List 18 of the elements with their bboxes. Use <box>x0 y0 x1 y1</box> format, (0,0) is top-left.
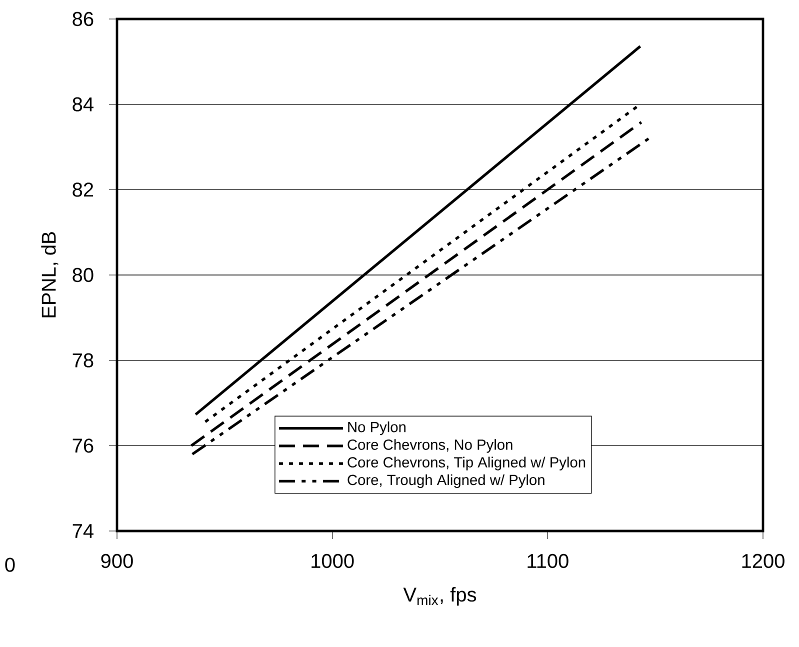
text: 0 <box>5 558 15 572</box>
x-tick-label: 900 <box>101 554 133 568</box>
y-tick-label: 86 <box>72 12 94 26</box>
legend-label: Core Chevrons, Tip Aligned w/ Pylon <box>348 456 586 470</box>
y-tick-label: 80 <box>72 268 94 282</box>
x-tick-label: 1200 <box>742 554 784 568</box>
legend-label: Core, Trough Aligned w/ Pylon <box>348 474 544 488</box>
x-tick-label: 1000 <box>312 554 354 568</box>
x-tick-label: 1100 <box>528 554 568 568</box>
y-axis-title: EPNL, dB <box>41 232 58 318</box>
y-tick-label: 76 <box>72 438 94 453</box>
x-axis-title: V$_{mix}$, fps <box>403 587 476 606</box>
legend-label: No Pylon <box>348 421 406 436</box>
y-tick-label: 82 <box>72 182 94 197</box>
y-tick-label: 84 <box>72 97 94 112</box>
legend-label: Core Chevrons, No Pylon <box>348 439 512 453</box>
y-tick-label: 78 <box>72 353 94 368</box>
y-tick-label: 74 <box>72 524 94 538</box>
